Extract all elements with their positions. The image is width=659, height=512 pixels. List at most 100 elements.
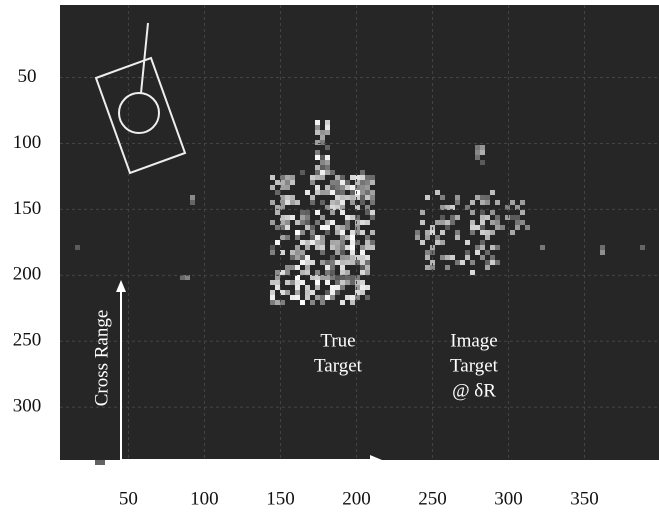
- y-tick-label: 100: [13, 132, 42, 153]
- speckle: [440, 215, 445, 220]
- speckle: [315, 165, 320, 170]
- speckle: [445, 205, 450, 210]
- speckle: [490, 260, 495, 265]
- speckle: [300, 240, 305, 245]
- speckle: [485, 260, 490, 265]
- speckle: [355, 285, 360, 290]
- speckle: [480, 210, 485, 215]
- speckle: [280, 225, 285, 230]
- speckle: [325, 130, 330, 135]
- speckle: [345, 245, 350, 250]
- speckle: [305, 215, 310, 220]
- speckle: [495, 220, 500, 225]
- x-tick-label: 200: [342, 488, 371, 509]
- speckle: [305, 255, 310, 260]
- speckle: [345, 185, 350, 190]
- speckle: [295, 275, 300, 280]
- speckle: [355, 205, 360, 210]
- speckle: [455, 230, 460, 235]
- speckle: [290, 200, 295, 205]
- speckle: [360, 260, 365, 265]
- speckle: [325, 280, 330, 285]
- speckle: [310, 290, 315, 295]
- speckle: [330, 190, 335, 195]
- speckle: [330, 180, 335, 185]
- speckle: [490, 220, 495, 225]
- speckle: [325, 125, 330, 130]
- speckle: [325, 170, 330, 175]
- speckle: [340, 280, 345, 285]
- speckle: [325, 230, 330, 235]
- speckle: [315, 190, 320, 195]
- x-tick-label: 250: [418, 488, 447, 509]
- speckle: [305, 270, 310, 275]
- speckle: [335, 205, 340, 210]
- speckle: [350, 195, 355, 200]
- speckle: [350, 245, 355, 250]
- annotation: @ δR: [452, 380, 496, 401]
- speckle: [335, 280, 340, 285]
- speckle: [335, 245, 340, 250]
- speckle: [340, 210, 345, 215]
- speckle: [320, 275, 325, 280]
- speckle: [480, 245, 485, 250]
- speckle: [360, 265, 365, 270]
- speckle: [280, 215, 285, 220]
- speckle: [325, 225, 330, 230]
- annotation: True: [320, 330, 355, 351]
- speckle: [315, 285, 320, 290]
- speckle: [350, 190, 355, 195]
- speckle: [350, 295, 355, 300]
- speckle: [295, 220, 300, 225]
- speckle: [465, 250, 470, 255]
- speckle: [360, 270, 365, 275]
- speckle: [370, 200, 375, 205]
- speckle: [325, 185, 330, 190]
- speckle: [510, 200, 515, 205]
- y-tick-label: 150: [13, 198, 42, 219]
- speckle: [640, 245, 645, 250]
- speckle: [310, 235, 315, 240]
- speckle: [490, 230, 495, 235]
- speckle: [280, 200, 285, 205]
- speckle: [325, 190, 330, 195]
- speckle: [365, 220, 370, 225]
- speckle: [285, 235, 290, 240]
- speckle: [435, 235, 440, 240]
- speckle: [345, 295, 350, 300]
- speckle: [515, 205, 520, 210]
- speckle: [315, 130, 320, 135]
- speckle: [270, 300, 275, 305]
- speckle: [320, 160, 325, 165]
- speckle: [355, 275, 360, 280]
- speckle: [435, 220, 440, 225]
- speckle: [495, 260, 500, 265]
- speckle: [430, 260, 435, 265]
- speckle: [355, 185, 360, 190]
- speckle: [335, 275, 340, 280]
- speckle: [305, 220, 310, 225]
- speckle: [270, 175, 275, 180]
- speckle: [320, 155, 325, 160]
- speckle: [365, 255, 370, 260]
- speckle: [520, 220, 525, 225]
- speckle: [340, 300, 345, 305]
- speckle: [345, 270, 350, 275]
- speckle: [325, 145, 330, 150]
- speckle: [520, 200, 525, 205]
- speckle: [300, 170, 305, 175]
- speckle: [450, 215, 455, 220]
- speckle: [320, 135, 325, 140]
- speckle: [470, 210, 475, 215]
- speckle: [480, 220, 485, 225]
- speckle: [300, 220, 305, 225]
- speckle: [295, 250, 300, 255]
- speckle: [330, 285, 335, 290]
- speckle: [280, 290, 285, 295]
- speckle: [345, 215, 350, 220]
- y-axis-label: Cross Range: [91, 310, 112, 407]
- speckle: [300, 280, 305, 285]
- x-tick-label: 150: [266, 488, 295, 509]
- speckle: [365, 195, 370, 200]
- speckle: [330, 275, 335, 280]
